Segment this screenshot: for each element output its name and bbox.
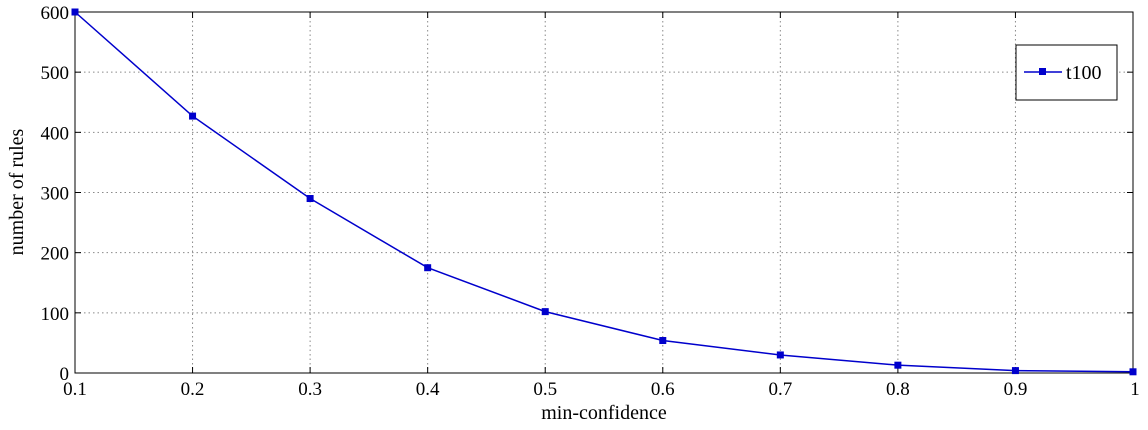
- data-point-t100: [659, 337, 667, 345]
- data-point-t100: [1011, 367, 1019, 375]
- data-point-t100: [776, 351, 784, 359]
- x-tick-label: 0.6: [651, 379, 675, 400]
- x-tick-label: 0.4: [416, 379, 440, 400]
- data-point-t100: [424, 264, 432, 272]
- x-tick-label: 0.8: [886, 379, 910, 400]
- x-tick-label: 0.1: [63, 379, 87, 400]
- x-tick-label: 0.9: [1004, 379, 1028, 400]
- y-tick-label: 300: [41, 184, 70, 205]
- legend-marker-swatch: [1039, 68, 1046, 75]
- x-axis-label: min-confidence: [541, 402, 667, 424]
- y-tick-label: 400: [41, 123, 70, 144]
- data-point-t100: [71, 8, 79, 16]
- y-tick-label: 0: [60, 364, 70, 385]
- x-tick-labels: 0.1 0.2 0.3 0.4 0.5 0.6 0.7 0.8 0.9 1: [63, 379, 1140, 400]
- x-tick-label: 0.7: [768, 379, 792, 400]
- grid: [75, 12, 1133, 373]
- y-tick-label: 100: [41, 304, 70, 325]
- data-point-t100: [894, 361, 902, 369]
- x-tick-label: 0.3: [298, 379, 322, 400]
- y-tick-label: 200: [41, 244, 70, 265]
- series-group: [71, 8, 1137, 376]
- legend: t100: [1015, 44, 1118, 101]
- y-tick-label: 600: [41, 3, 70, 24]
- data-point-t100: [1129, 368, 1137, 376]
- x-tick-label: 1: [1130, 379, 1140, 400]
- x-tick-label: 0.2: [181, 379, 205, 400]
- data-point-t100: [306, 195, 314, 203]
- data-point-t100: [189, 112, 197, 120]
- data-point-t100: [541, 308, 549, 316]
- x-tick-label: 0.5: [533, 379, 557, 400]
- series-line-t100: [74, 11, 1134, 373]
- legend-label-t100: t100: [1066, 62, 1102, 84]
- y-axis-label: number of rules: [6, 128, 28, 255]
- y-tick-label: 500: [41, 63, 70, 84]
- y-tick-labels: 0 100 200 300 400 500 600: [41, 3, 70, 385]
